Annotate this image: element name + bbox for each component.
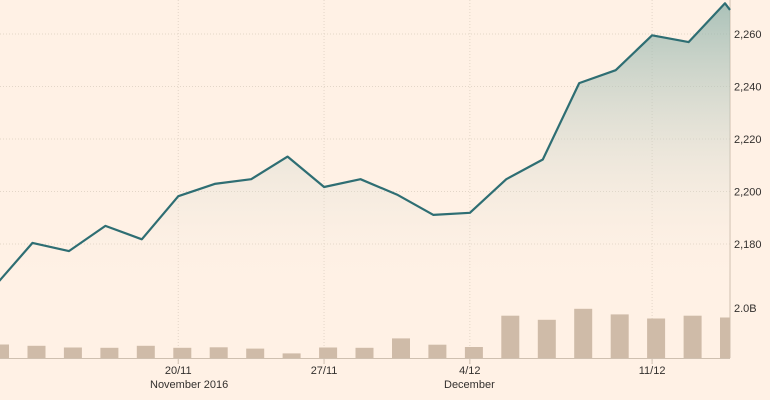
x-ticks: 20/11 27/11 4/12 11/12 xyxy=(165,358,666,377)
y-tick-label: 2,260 xyxy=(734,29,762,41)
price-line xyxy=(0,2,731,282)
x-tick-label: 11/12 xyxy=(639,365,666,377)
x-tick-label: 4/12 xyxy=(459,365,480,377)
volume-bar xyxy=(683,315,702,358)
volume-bar xyxy=(355,347,374,358)
volume-bar xyxy=(720,317,730,358)
y-tick-label: 2,240 xyxy=(734,82,762,94)
y-ticks: 2,180 2,200 2,220 2,240 2,260 xyxy=(734,29,762,251)
volume-bar xyxy=(610,314,629,358)
volume-bar xyxy=(392,338,410,358)
volume-bar xyxy=(100,347,119,358)
y-tick-label: 2,180 xyxy=(734,239,762,251)
volume-bar xyxy=(246,348,265,358)
x-tick-label: 20/11 xyxy=(165,365,192,377)
volume-bar xyxy=(282,353,301,358)
volume-bar xyxy=(537,319,556,359)
month-label-december: December xyxy=(444,379,495,391)
x-tick-label: 27/11 xyxy=(311,365,338,377)
volume-bar xyxy=(27,345,46,358)
volume-bar xyxy=(319,347,338,358)
volume-tick-label: 2.0B xyxy=(734,303,757,315)
volume-bar xyxy=(647,318,666,358)
volume-bar xyxy=(464,347,483,358)
price-area xyxy=(0,3,730,290)
volume-bar xyxy=(63,347,82,358)
volume-bar xyxy=(428,344,447,358)
volume-bar xyxy=(501,315,520,358)
volume-bar xyxy=(0,344,9,358)
month-label-november: November 2016 xyxy=(150,379,228,391)
volume-bar xyxy=(173,347,192,358)
volume-bar xyxy=(209,347,228,358)
volume-bar xyxy=(136,345,155,358)
y-tick-label: 2,200 xyxy=(734,187,762,199)
volume-bars xyxy=(0,308,730,359)
volume-bar xyxy=(574,308,593,358)
y-tick-label: 2,220 xyxy=(734,134,762,146)
